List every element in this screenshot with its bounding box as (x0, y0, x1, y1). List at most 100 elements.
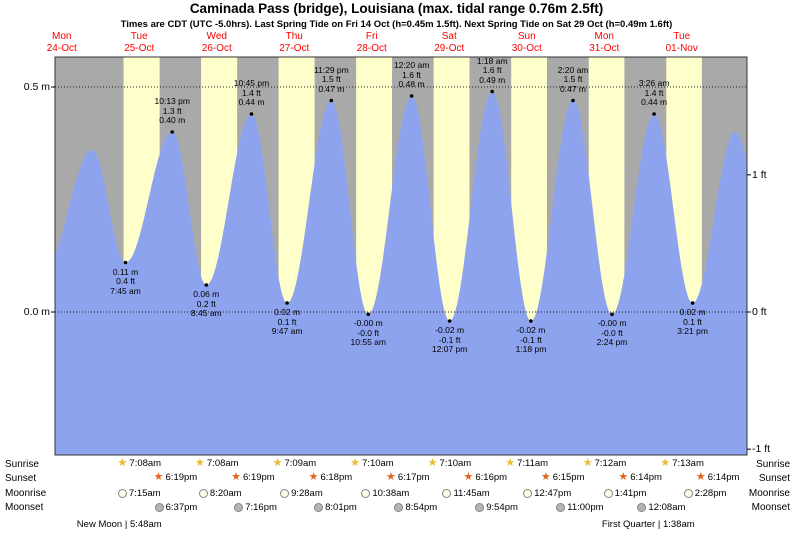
moonrise-icon (523, 489, 533, 498)
moonrise-icon (280, 489, 290, 498)
moonrise-icon (361, 489, 371, 498)
tide-extreme-dot (366, 312, 371, 317)
moonrise-row-label-left: Moonrise (5, 488, 47, 499)
moonset-icon (234, 503, 244, 512)
moonrise-time: 7:15am (128, 488, 161, 499)
sunrise-time: 7:13am (672, 458, 704, 469)
y-axis-label-right: 0 ft (752, 306, 767, 318)
moonrise-icon (603, 489, 613, 498)
moonset-entry: 12:08am (637, 502, 685, 513)
tide-extreme-dot (285, 301, 289, 305)
x-axis-day-label: Thu 27-Oct (279, 31, 310, 54)
sunset-time: 6:14pm (630, 472, 662, 483)
tide-high-annotation: 2:20 am 1.5 ft 0.47 m (557, 64, 589, 94)
sunrise-row-label-right: Sunrise (756, 459, 790, 470)
sunrise-star-icon: ★ (660, 457, 671, 469)
y-axis-label-left: 0.0 m (23, 306, 50, 318)
sunrise-row-label-left: Sunrise (5, 459, 39, 470)
sunrise-time: 7:11am (517, 458, 549, 469)
sunrise-entry: ★ 7:09am (272, 457, 317, 470)
sunrise-time: 7:10am (439, 458, 472, 469)
sunrise-star-icon: ★ (350, 457, 361, 469)
sunrise-star-icon: ★ (505, 457, 516, 469)
sunrise-time: 7:10am (362, 458, 394, 469)
sunset-time: 6:18pm (320, 472, 353, 483)
sunset-star-icon: ★ (153, 471, 164, 483)
moonrise-entry: 2:28pm (683, 488, 726, 499)
tide-low-annotation: -0.00 m -0.0 ft 10:55 am (350, 318, 386, 348)
moonrise-entry: 7:15am (117, 488, 161, 499)
x-axis-day-label: Wed 26-Oct (201, 31, 232, 54)
sunset-star-icon: ★ (463, 471, 474, 483)
sunset-star-icon: ★ (231, 471, 242, 483)
tide-area (55, 91, 747, 455)
moonset-time: 6:37pm (165, 502, 198, 513)
moonrise-time: 8:20am (209, 488, 242, 499)
moonrise-time: 1:41pm (614, 488, 647, 499)
sunrise-entry: ★ 7:08am (195, 458, 239, 470)
tide-high-annotation: 3:26 am 1.4 ft 0.44 m (638, 78, 670, 108)
sunrise-time: 7:08am (206, 458, 239, 469)
sunset-entry: ★ 6:16pm (463, 471, 507, 484)
moonset-entry: 6:37pm (154, 502, 198, 513)
moon-phase-label: New Moon | 5:48am (76, 519, 162, 530)
sunrise-time: 7:09am (284, 458, 317, 469)
moonset-time: 11:00pm (567, 502, 604, 513)
moonrise-icon (117, 489, 127, 498)
sunrise-entry: ★ 7:12am (582, 457, 627, 470)
moonset-row-label-right: Moonset (751, 502, 790, 513)
page-title: Caminada Pass (bridge), Louisiana (max. … (189, 1, 604, 16)
sunset-star-icon: ★ (386, 471, 396, 483)
sunset-entry: ★ 6:17pm (386, 471, 430, 484)
sunset-time: 6:14pm (707, 472, 740, 483)
sunrise-entry: ★ 7:10am (350, 457, 394, 470)
moonset-icon (314, 503, 324, 512)
tide-extreme-dot (329, 98, 334, 103)
chart-subtitle: Times are CDT (UTC -5.0hrs). Last Spring… (120, 19, 673, 30)
moonrise-time: 9:28am (291, 488, 323, 499)
tide-high-annotation: 10:45 pm 1.4 ft 0.44 m (233, 78, 270, 108)
sunrise-star-icon: ★ (427, 457, 438, 469)
sunset-time: 6:19pm (243, 472, 275, 483)
tide-extreme-dot (529, 319, 533, 323)
sunset-entry: ★ 6:18pm (309, 472, 353, 484)
x-axis-day-label: Fri 28-Oct (356, 31, 387, 54)
tide-extreme-dot (249, 112, 254, 116)
tide-extreme-dot (204, 283, 209, 287)
moonset-icon (475, 503, 485, 512)
moonset-time: 7:16pm (245, 502, 277, 513)
moonset-time: 8:54pm (405, 502, 438, 513)
sunset-star-icon: ★ (540, 471, 551, 483)
tide-extreme-dot (652, 112, 656, 116)
tide-extreme-dot (409, 94, 414, 98)
x-axis-day-label: Sun 30-Oct (511, 31, 542, 54)
tide-extreme-dot (690, 301, 695, 305)
moonrise-icon (442, 489, 452, 498)
tide-high-annotation: 1:18 am 1.6 ft 0.49 m (476, 55, 508, 85)
moonset-icon (154, 503, 164, 512)
moonset-icon (556, 503, 566, 512)
x-axis-day-label: Tue 25-Oct (124, 31, 155, 54)
sunset-time: 6:17pm (397, 472, 430, 483)
sunset-entry: ★ 6:19pm (153, 471, 198, 484)
sunrise-star-icon: ★ (582, 457, 593, 469)
sunset-entry: ★ 6:14pm (618, 472, 662, 484)
x-axis-day-label: Mon 31-Oct (589, 31, 620, 54)
tide-low-annotation: 0.11 m 0.4 ft 7:45 am (110, 266, 141, 296)
moonrise-icon (683, 489, 693, 498)
y-axis-label-left: 0.5 m (23, 81, 50, 93)
moon-phase-label: First Quarter | 1:38am (601, 519, 695, 530)
tide-low-annotation: 0.02 m 0.1 ft 3:21 pm (677, 307, 708, 337)
moonrise-entry: 8:20am (198, 488, 242, 499)
x-axis-day-label: Mon 24-Oct (46, 31, 77, 54)
sunrise-entry: ★ 7:11am (505, 457, 549, 470)
moonset-time: 9:54pm (486, 502, 518, 513)
sunrise-star-icon: ★ (272, 457, 283, 469)
moonrise-time: 12:47pm (534, 488, 572, 499)
y-axis-label-right: 1 ft (752, 168, 767, 181)
moonrise-icon (198, 489, 208, 498)
plot-frame (54, 56, 748, 456)
moonrise-entry: 1:41pm (603, 488, 647, 499)
